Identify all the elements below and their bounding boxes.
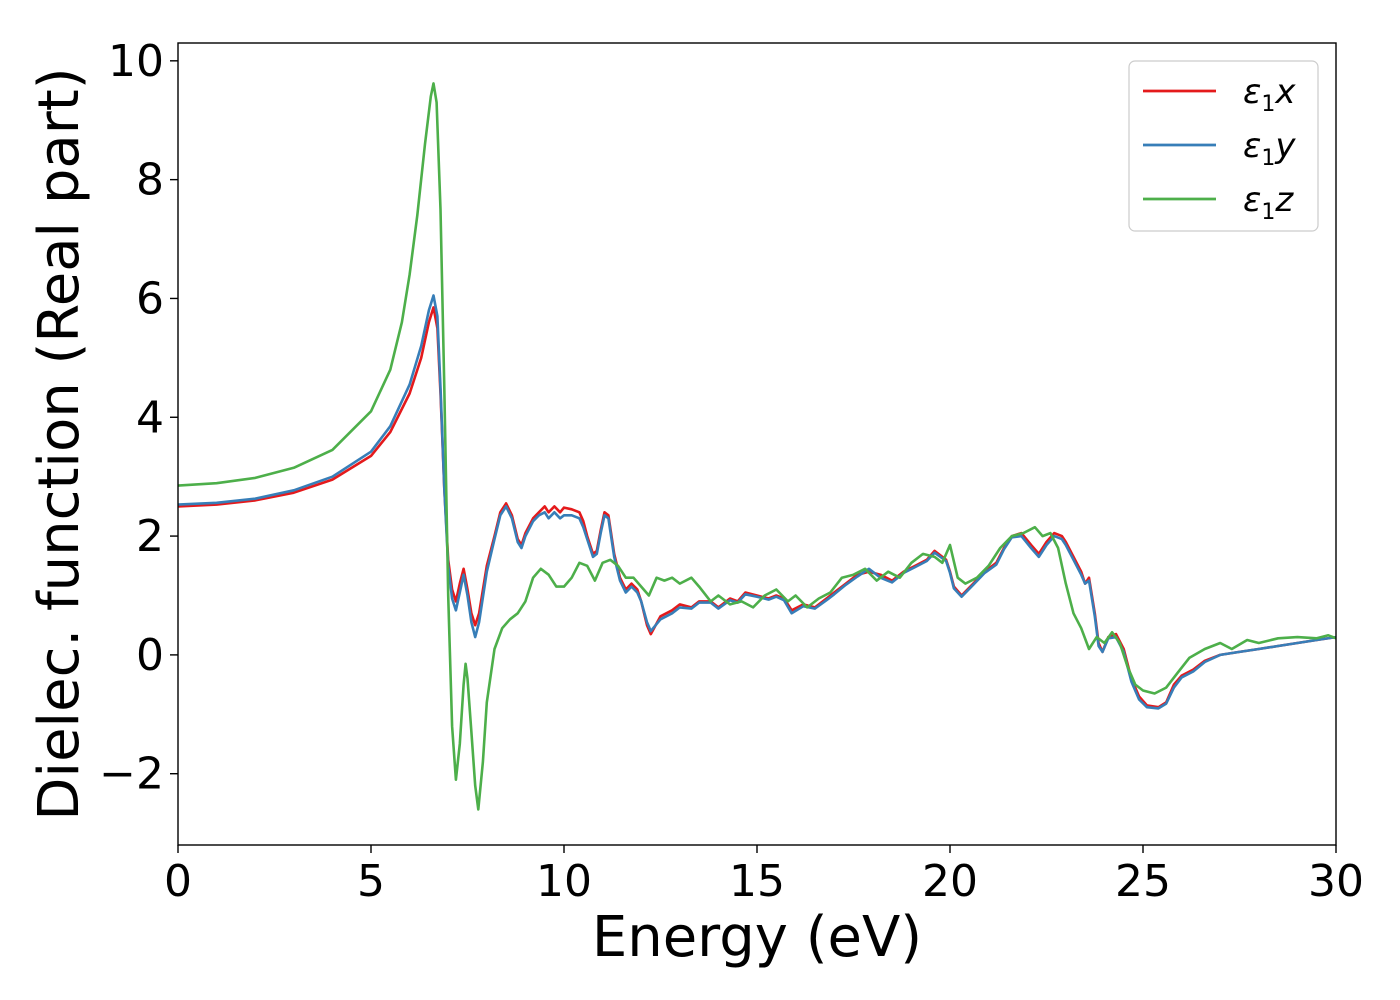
series-line-z <box>178 82 1336 811</box>
y-tick-label: 10 <box>108 36 164 87</box>
y-tick-label: 6 <box>136 273 164 324</box>
x-tick-label: 5 <box>357 856 385 907</box>
x-tick-label: 15 <box>729 856 785 907</box>
x-axis-label: Energy (eV) <box>592 905 922 970</box>
legend-label-z: ε1z <box>1243 180 1294 225</box>
legend-label-y: ε1y <box>1243 126 1296 171</box>
x-tick-label: 20 <box>922 856 978 907</box>
legend-box <box>1128 60 1319 232</box>
y-axis: −2 0 2 4 6 8 10 <box>99 36 178 800</box>
y-axis-label: Dielec. function (Real part) <box>27 67 92 820</box>
series-line-x <box>178 306 1336 709</box>
series-line-y <box>178 294 1336 710</box>
y-tick-label: 4 <box>136 392 164 443</box>
x-tick-label: 10 <box>536 856 592 907</box>
x-tick-label: 30 <box>1308 856 1364 907</box>
y-tick-label: 0 <box>136 630 164 681</box>
legend-label-x: ε1x <box>1243 72 1296 117</box>
y-tick-label: 8 <box>136 155 164 206</box>
x-tick-label: 0 <box>164 856 192 907</box>
x-axis: 0 5 10 15 20 25 30 <box>164 845 1364 907</box>
y-tick-label: 2 <box>136 511 164 562</box>
y-tick-label: −2 <box>99 749 164 800</box>
legend: ε1x ε1y ε1z <box>1128 60 1319 232</box>
x-tick-label: 25 <box>1115 856 1171 907</box>
